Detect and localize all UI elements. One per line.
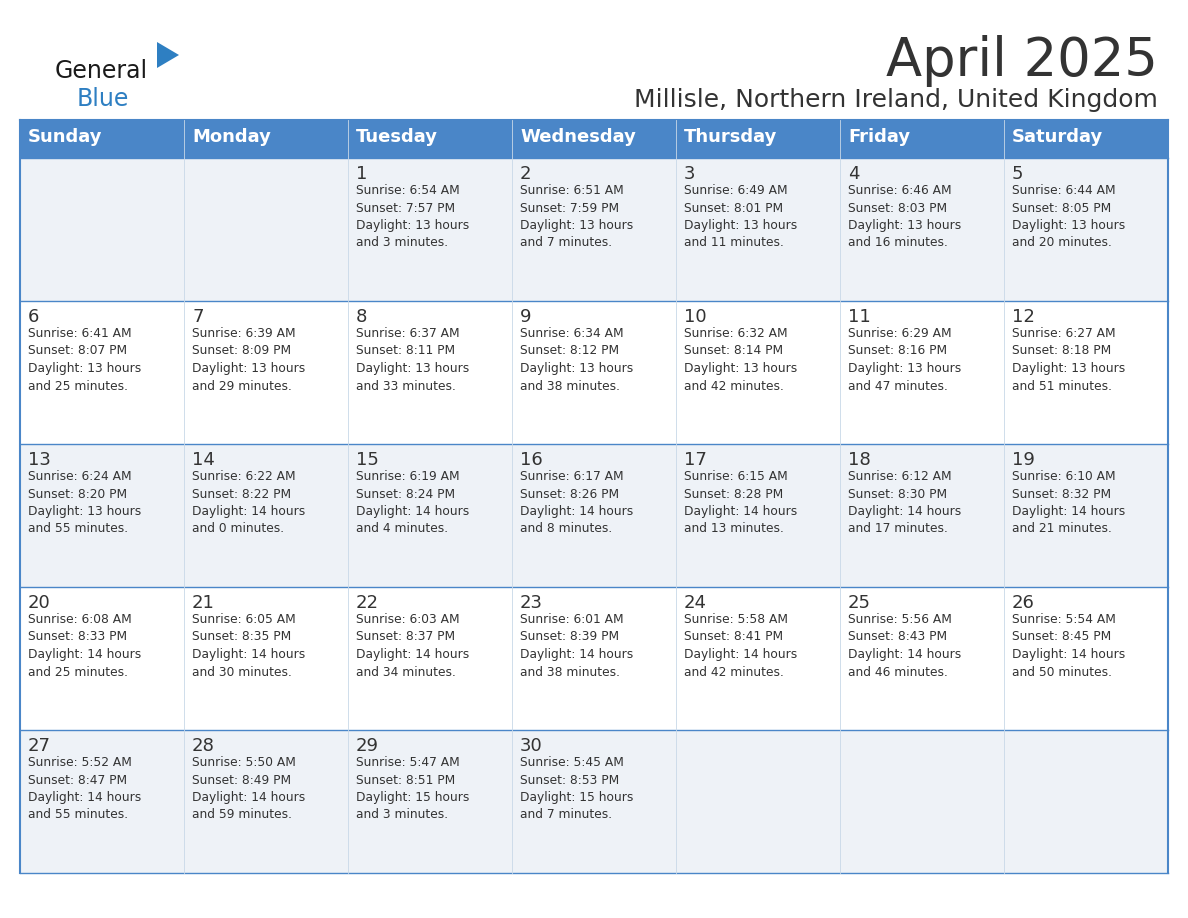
Text: 1: 1 bbox=[356, 165, 367, 183]
Text: Sunrise: 6:51 AM
Sunset: 7:59 PM
Daylight: 13 hours
and 7 minutes.: Sunrise: 6:51 AM Sunset: 7:59 PM Dayligh… bbox=[520, 184, 633, 250]
Text: Monday: Monday bbox=[192, 128, 271, 146]
Text: Sunrise: 6:03 AM
Sunset: 8:37 PM
Daylight: 14 hours
and 34 minutes.: Sunrise: 6:03 AM Sunset: 8:37 PM Dayligh… bbox=[356, 613, 469, 678]
Text: Wednesday: Wednesday bbox=[520, 128, 636, 146]
Text: 15: 15 bbox=[356, 451, 379, 469]
Text: Sunrise: 6:22 AM
Sunset: 8:22 PM
Daylight: 14 hours
and 0 minutes.: Sunrise: 6:22 AM Sunset: 8:22 PM Dayligh… bbox=[192, 470, 305, 535]
Text: Sunrise: 6:37 AM
Sunset: 8:11 PM
Daylight: 13 hours
and 33 minutes.: Sunrise: 6:37 AM Sunset: 8:11 PM Dayligh… bbox=[356, 327, 469, 393]
Bar bbox=[20, 444, 1168, 587]
Text: 9: 9 bbox=[520, 308, 531, 326]
Text: Sunrise: 6:34 AM
Sunset: 8:12 PM
Daylight: 13 hours
and 38 minutes.: Sunrise: 6:34 AM Sunset: 8:12 PM Dayligh… bbox=[520, 327, 633, 393]
Polygon shape bbox=[157, 42, 179, 68]
Bar bbox=[20, 120, 1168, 158]
Text: Sunrise: 6:15 AM
Sunset: 8:28 PM
Daylight: 14 hours
and 13 minutes.: Sunrise: 6:15 AM Sunset: 8:28 PM Dayligh… bbox=[684, 470, 797, 535]
Text: 2: 2 bbox=[520, 165, 531, 183]
Text: 11: 11 bbox=[848, 308, 871, 326]
Text: Millisle, Northern Ireland, United Kingdom: Millisle, Northern Ireland, United Kingd… bbox=[634, 88, 1158, 112]
Text: Sunrise: 6:49 AM
Sunset: 8:01 PM
Daylight: 13 hours
and 11 minutes.: Sunrise: 6:49 AM Sunset: 8:01 PM Dayligh… bbox=[684, 184, 797, 250]
Text: Sunrise: 6:10 AM
Sunset: 8:32 PM
Daylight: 14 hours
and 21 minutes.: Sunrise: 6:10 AM Sunset: 8:32 PM Dayligh… bbox=[1012, 470, 1125, 535]
Text: Sunrise: 5:50 AM
Sunset: 8:49 PM
Daylight: 14 hours
and 59 minutes.: Sunrise: 5:50 AM Sunset: 8:49 PM Dayligh… bbox=[192, 756, 305, 822]
Text: April 2025: April 2025 bbox=[886, 35, 1158, 87]
Text: Sunrise: 6:41 AM
Sunset: 8:07 PM
Daylight: 13 hours
and 25 minutes.: Sunrise: 6:41 AM Sunset: 8:07 PM Dayligh… bbox=[29, 327, 141, 393]
Text: Friday: Friday bbox=[848, 128, 910, 146]
Text: Sunrise: 6:44 AM
Sunset: 8:05 PM
Daylight: 13 hours
and 20 minutes.: Sunrise: 6:44 AM Sunset: 8:05 PM Dayligh… bbox=[1012, 184, 1125, 250]
Text: 14: 14 bbox=[192, 451, 215, 469]
Text: Blue: Blue bbox=[77, 87, 129, 111]
Text: 26: 26 bbox=[1012, 594, 1035, 612]
Text: 23: 23 bbox=[520, 594, 543, 612]
Text: 29: 29 bbox=[356, 737, 379, 755]
Text: Sunrise: 6:46 AM
Sunset: 8:03 PM
Daylight: 13 hours
and 16 minutes.: Sunrise: 6:46 AM Sunset: 8:03 PM Dayligh… bbox=[848, 184, 961, 250]
Text: Sunday: Sunday bbox=[29, 128, 102, 146]
Text: 18: 18 bbox=[848, 451, 871, 469]
Text: Sunrise: 5:54 AM
Sunset: 8:45 PM
Daylight: 14 hours
and 50 minutes.: Sunrise: 5:54 AM Sunset: 8:45 PM Dayligh… bbox=[1012, 613, 1125, 678]
Text: 24: 24 bbox=[684, 594, 707, 612]
Text: Sunrise: 6:08 AM
Sunset: 8:33 PM
Daylight: 14 hours
and 25 minutes.: Sunrise: 6:08 AM Sunset: 8:33 PM Dayligh… bbox=[29, 613, 141, 678]
Bar bbox=[20, 158, 1168, 301]
Text: Sunrise: 6:29 AM
Sunset: 8:16 PM
Daylight: 13 hours
and 47 minutes.: Sunrise: 6:29 AM Sunset: 8:16 PM Dayligh… bbox=[848, 327, 961, 393]
Text: Sunrise: 6:32 AM
Sunset: 8:14 PM
Daylight: 13 hours
and 42 minutes.: Sunrise: 6:32 AM Sunset: 8:14 PM Dayligh… bbox=[684, 327, 797, 393]
Text: 13: 13 bbox=[29, 451, 51, 469]
Text: 21: 21 bbox=[192, 594, 215, 612]
Text: Sunrise: 6:24 AM
Sunset: 8:20 PM
Daylight: 13 hours
and 55 minutes.: Sunrise: 6:24 AM Sunset: 8:20 PM Dayligh… bbox=[29, 470, 141, 535]
Text: Tuesday: Tuesday bbox=[356, 128, 438, 146]
Text: 19: 19 bbox=[1012, 451, 1035, 469]
Text: 27: 27 bbox=[29, 737, 51, 755]
Text: 17: 17 bbox=[684, 451, 707, 469]
Text: 10: 10 bbox=[684, 308, 707, 326]
Bar bbox=[20, 587, 1168, 730]
Text: Sunrise: 5:52 AM
Sunset: 8:47 PM
Daylight: 14 hours
and 55 minutes.: Sunrise: 5:52 AM Sunset: 8:47 PM Dayligh… bbox=[29, 756, 141, 822]
Text: Saturday: Saturday bbox=[1012, 128, 1104, 146]
Text: 6: 6 bbox=[29, 308, 39, 326]
Text: Thursday: Thursday bbox=[684, 128, 777, 146]
Bar bbox=[20, 730, 1168, 873]
Text: 16: 16 bbox=[520, 451, 543, 469]
Text: Sunrise: 6:39 AM
Sunset: 8:09 PM
Daylight: 13 hours
and 29 minutes.: Sunrise: 6:39 AM Sunset: 8:09 PM Dayligh… bbox=[192, 327, 305, 393]
Text: Sunrise: 5:58 AM
Sunset: 8:41 PM
Daylight: 14 hours
and 42 minutes.: Sunrise: 5:58 AM Sunset: 8:41 PM Dayligh… bbox=[684, 613, 797, 678]
Text: 28: 28 bbox=[192, 737, 215, 755]
Text: Sunrise: 5:47 AM
Sunset: 8:51 PM
Daylight: 15 hours
and 3 minutes.: Sunrise: 5:47 AM Sunset: 8:51 PM Dayligh… bbox=[356, 756, 469, 822]
Text: Sunrise: 6:19 AM
Sunset: 8:24 PM
Daylight: 14 hours
and 4 minutes.: Sunrise: 6:19 AM Sunset: 8:24 PM Dayligh… bbox=[356, 470, 469, 535]
Text: 30: 30 bbox=[520, 737, 543, 755]
Text: 7: 7 bbox=[192, 308, 203, 326]
Text: Sunrise: 6:27 AM
Sunset: 8:18 PM
Daylight: 13 hours
and 51 minutes.: Sunrise: 6:27 AM Sunset: 8:18 PM Dayligh… bbox=[1012, 327, 1125, 393]
Text: Sunrise: 6:17 AM
Sunset: 8:26 PM
Daylight: 14 hours
and 8 minutes.: Sunrise: 6:17 AM Sunset: 8:26 PM Dayligh… bbox=[520, 470, 633, 535]
Bar bbox=[20, 301, 1168, 444]
Text: Sunrise: 6:01 AM
Sunset: 8:39 PM
Daylight: 14 hours
and 38 minutes.: Sunrise: 6:01 AM Sunset: 8:39 PM Dayligh… bbox=[520, 613, 633, 678]
Text: Sunrise: 6:05 AM
Sunset: 8:35 PM
Daylight: 14 hours
and 30 minutes.: Sunrise: 6:05 AM Sunset: 8:35 PM Dayligh… bbox=[192, 613, 305, 678]
Text: 4: 4 bbox=[848, 165, 859, 183]
Text: 22: 22 bbox=[356, 594, 379, 612]
Text: General: General bbox=[55, 59, 148, 83]
Text: 8: 8 bbox=[356, 308, 367, 326]
Text: Sunrise: 6:54 AM
Sunset: 7:57 PM
Daylight: 13 hours
and 3 minutes.: Sunrise: 6:54 AM Sunset: 7:57 PM Dayligh… bbox=[356, 184, 469, 250]
Text: Sunrise: 5:45 AM
Sunset: 8:53 PM
Daylight: 15 hours
and 7 minutes.: Sunrise: 5:45 AM Sunset: 8:53 PM Dayligh… bbox=[520, 756, 633, 822]
Text: 20: 20 bbox=[29, 594, 51, 612]
Text: 5: 5 bbox=[1012, 165, 1024, 183]
Text: Sunrise: 5:56 AM
Sunset: 8:43 PM
Daylight: 14 hours
and 46 minutes.: Sunrise: 5:56 AM Sunset: 8:43 PM Dayligh… bbox=[848, 613, 961, 678]
Text: 12: 12 bbox=[1012, 308, 1035, 326]
Text: 3: 3 bbox=[684, 165, 695, 183]
Text: 25: 25 bbox=[848, 594, 871, 612]
Text: Sunrise: 6:12 AM
Sunset: 8:30 PM
Daylight: 14 hours
and 17 minutes.: Sunrise: 6:12 AM Sunset: 8:30 PM Dayligh… bbox=[848, 470, 961, 535]
